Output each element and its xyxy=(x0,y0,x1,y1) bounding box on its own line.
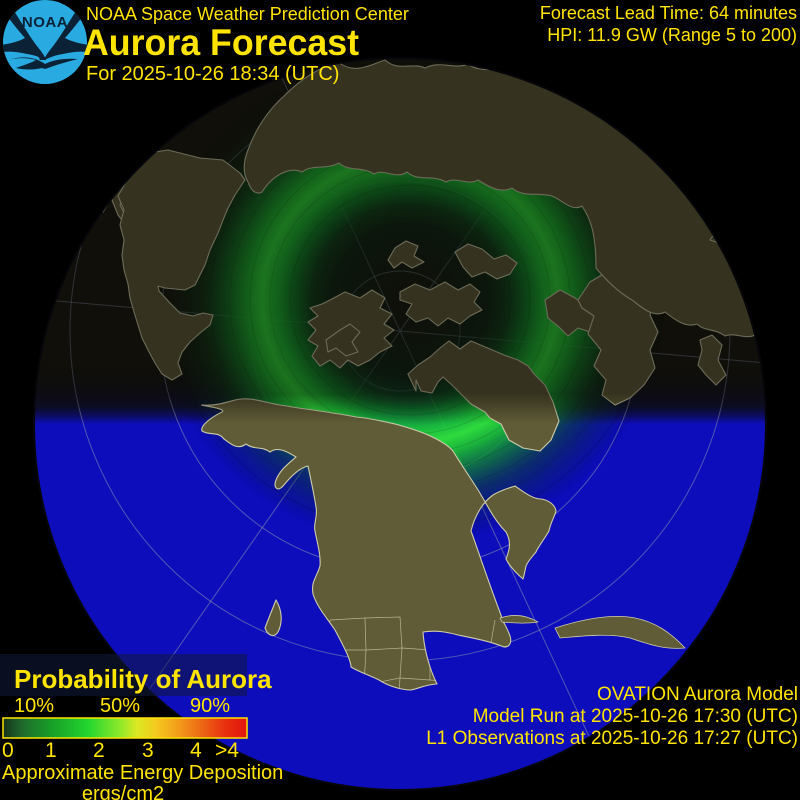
svg-text:Aurora Forecast: Aurora Forecast xyxy=(83,22,359,63)
svg-text:50%: 50% xyxy=(100,695,140,717)
svg-text:>4: >4 xyxy=(215,739,239,762)
svg-text:2: 2 xyxy=(93,739,105,762)
svg-text:L1 Observations at 2025-10-26: L1 Observations at 2025-10-26 17:27 (UTC… xyxy=(426,728,798,749)
svg-text:0: 0 xyxy=(2,739,14,762)
svg-text:3: 3 xyxy=(142,739,154,762)
svg-text:Forecast Lead Time: 64 minut: Forecast Lead Time: 64 minutes xyxy=(540,3,797,23)
svg-text:OVATION Aurora Model: OVATION Aurora Model xyxy=(597,684,798,705)
svg-text:4: 4 xyxy=(190,739,202,762)
svg-text:90%: 90% xyxy=(190,695,230,717)
svg-text:ergs/cm2: ergs/cm2 xyxy=(82,783,164,800)
svg-text:Probability of Aurora: Probability of Aurora xyxy=(14,664,272,694)
svg-text:10%: 10% xyxy=(14,695,54,717)
svg-text:Model Run at 2025-10-26 17:30: Model Run at 2025-10-26 17:30 (UTC) xyxy=(473,706,798,727)
svg-text:1: 1 xyxy=(45,739,57,762)
svg-text:HPI: 11.9 GW (Range 5 to 200: HPI: 11.9 GW (Range 5 to 200) xyxy=(547,25,797,45)
svg-text:For 2025-10-26 18:34 (UTC): For 2025-10-26 18:34 (UTC) xyxy=(86,63,339,85)
svg-text:NOAA: NOAA xyxy=(22,14,68,31)
svg-text:NOAA Space Weather Prediction: NOAA Space Weather Prediction Center xyxy=(86,4,409,24)
svg-text:Approximate Energy Deposition: Approximate Energy Deposition xyxy=(2,762,283,784)
